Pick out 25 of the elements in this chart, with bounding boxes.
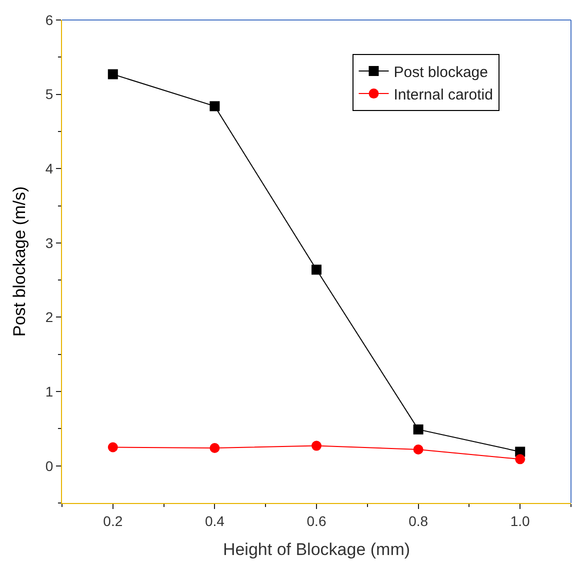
- x-axis-title: Height of Blockage (mm): [222, 540, 410, 560]
- y-axis-title: Post blockage (m/s): [10, 186, 29, 337]
- point: [312, 264, 322, 275]
- x-tick-label: 0.8: [408, 512, 428, 529]
- x-tick-label: 0.2: [103, 512, 123, 529]
- y-tick-label: 0: [45, 458, 54, 474]
- y-tick-label: 6: [45, 12, 54, 28]
- x-tick-label: 0.6: [306, 512, 326, 529]
- point: [312, 440, 322, 451]
- y-tick-label: 1: [45, 383, 54, 400]
- legend-label: Internal carotid: [394, 86, 493, 104]
- point: [413, 444, 424, 454]
- point: [108, 442, 118, 452]
- x-tick-label: 0.4: [204, 512, 225, 529]
- y-tick-label: 4: [45, 160, 54, 177]
- point: [515, 454, 526, 464]
- y-tick-label: 3: [45, 234, 54, 251]
- x-tick-label: 1.0: [510, 512, 530, 529]
- y-tick-label: 5: [45, 86, 54, 102]
- point: [210, 101, 220, 112]
- y-tick-label: 2: [45, 309, 54, 326]
- point: [108, 69, 118, 80]
- point: [210, 443, 220, 454]
- legend-label: Post blockage: [394, 64, 488, 81]
- point: [413, 424, 424, 434]
